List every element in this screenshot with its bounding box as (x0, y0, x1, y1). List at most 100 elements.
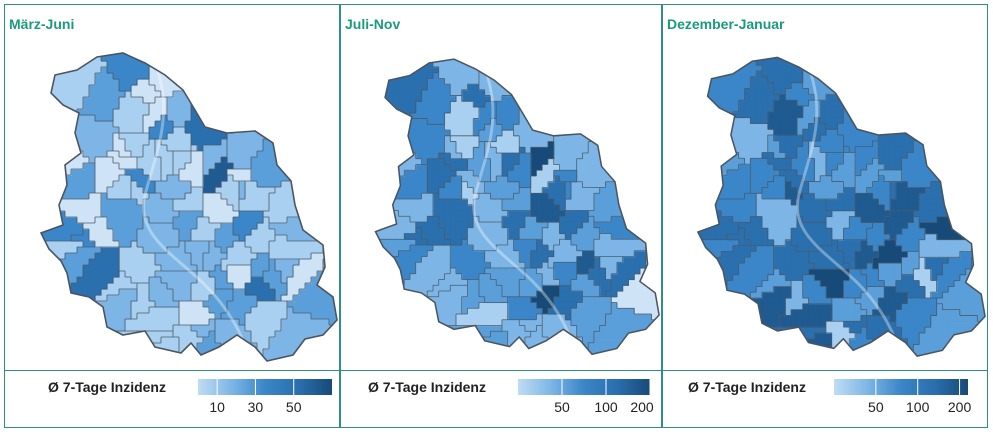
district (831, 152, 856, 188)
district (501, 210, 532, 240)
district (233, 211, 264, 242)
district (884, 210, 914, 241)
district (727, 228, 751, 247)
panel-title: Dezember-Januar (667, 16, 785, 32)
district (860, 263, 885, 287)
district (125, 307, 180, 332)
district (263, 259, 288, 302)
district (889, 181, 897, 200)
district (930, 239, 986, 299)
district (895, 274, 926, 299)
district (409, 325, 503, 355)
district (901, 57, 986, 188)
district (221, 241, 258, 272)
district (732, 70, 780, 124)
district (855, 239, 879, 270)
district (732, 327, 827, 357)
district (542, 222, 566, 252)
district (473, 193, 509, 223)
district (484, 176, 520, 200)
district (185, 241, 210, 272)
legend-tick: 10 (209, 399, 225, 415)
district (173, 211, 204, 242)
district (209, 265, 234, 290)
district (501, 147, 526, 177)
legend-title: Ø 7-Tage Inzidenz (688, 379, 806, 395)
district (149, 115, 174, 140)
river (795, 66, 898, 342)
district (375, 285, 469, 355)
district (467, 216, 509, 252)
district (565, 181, 572, 200)
district (559, 210, 589, 240)
legend-tick: 30 (247, 399, 264, 415)
legend: Ø 7-Tage Inzidenz 50 100 200 (340, 370, 662, 428)
district (901, 251, 920, 276)
district (438, 153, 469, 171)
district (872, 286, 909, 322)
city-outline (374, 58, 660, 356)
district (507, 153, 532, 189)
district (576, 250, 595, 275)
district (484, 141, 503, 183)
legend-tick: 200 (630, 399, 654, 415)
district (461, 84, 492, 108)
district (245, 277, 276, 302)
district (251, 53, 337, 188)
district (756, 193, 798, 247)
district (137, 217, 180, 254)
district (149, 277, 180, 308)
district (519, 216, 549, 240)
district (438, 176, 463, 200)
district (588, 256, 612, 298)
district (530, 193, 566, 223)
gradient-fill (834, 379, 968, 395)
district (791, 140, 815, 183)
panel-dezember-januar: Dezember-Januar Ø 7-Tage Inzidenz 50 100… (662, 4, 988, 428)
district (179, 151, 204, 188)
district (889, 181, 926, 212)
district (808, 140, 827, 183)
district (143, 193, 180, 224)
district (119, 241, 162, 284)
legend-title: Ø 7-Tage Inzidenz (48, 379, 166, 395)
district (41, 289, 138, 361)
district (519, 314, 543, 332)
district (825, 187, 856, 212)
district (137, 139, 162, 182)
district (245, 301, 288, 356)
district (808, 175, 845, 200)
district (878, 169, 903, 183)
district (221, 289, 258, 326)
district (825, 210, 856, 241)
district (155, 139, 174, 182)
district (275, 259, 300, 284)
color-scale-bar (518, 379, 650, 395)
district (239, 181, 246, 200)
district (450, 239, 492, 281)
legend-title: Ø 7-Tage Inzidenz (368, 379, 486, 395)
district (785, 82, 815, 107)
legend: Ø 7-Tage Inzidenz 10 30 50 (4, 370, 340, 428)
district (761, 152, 792, 171)
district (744, 268, 792, 305)
district (553, 262, 578, 286)
district (251, 253, 270, 278)
district-map (39, 52, 338, 362)
district (392, 193, 434, 223)
river (142, 62, 247, 346)
district (83, 217, 120, 248)
district (808, 239, 850, 270)
district (530, 141, 555, 177)
district (767, 135, 786, 159)
district (77, 67, 126, 122)
district (179, 301, 216, 326)
district (530, 158, 561, 194)
district (553, 170, 578, 183)
district (191, 319, 216, 338)
district (119, 133, 150, 158)
district-map (696, 56, 986, 358)
district (855, 193, 891, 223)
district (484, 239, 526, 269)
district (155, 271, 198, 302)
